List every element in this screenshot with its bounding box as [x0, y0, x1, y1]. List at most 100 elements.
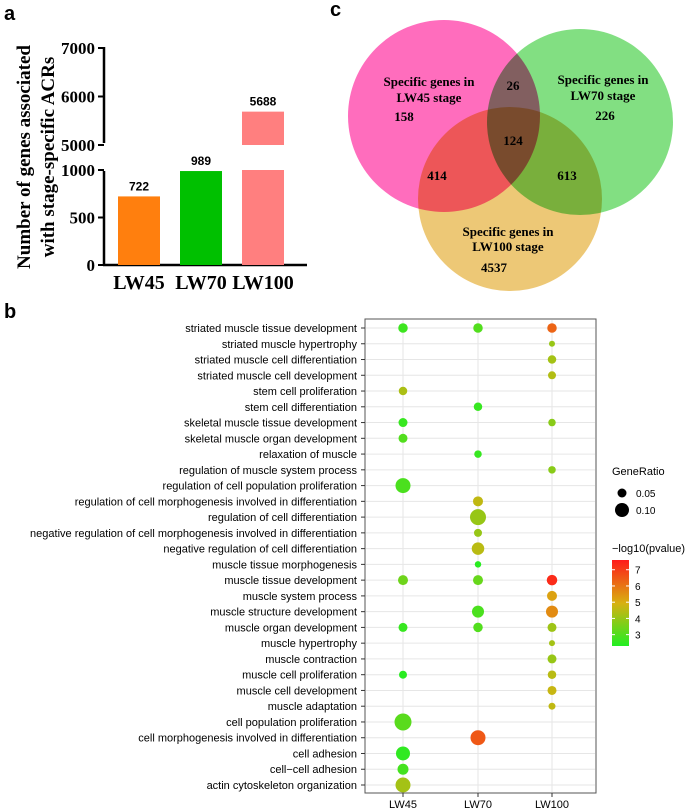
venn-set-label-LW70: LW70 stage — [571, 88, 636, 103]
dot-x-label: LW70 — [464, 799, 492, 809]
color-legend-label: 3 — [635, 631, 641, 642]
dot-term-label: muscle tissue development — [224, 575, 357, 587]
size-legend-dot — [617, 488, 627, 498]
dot-term-label: actin cytoskeleton organization — [207, 780, 357, 792]
bar-x-label: LW45 — [113, 272, 165, 294]
venn-count-LW45-only: 158 — [394, 109, 414, 124]
size-legend-label: 0.05 — [636, 489, 656, 500]
dot-point — [548, 418, 556, 427]
dot-point — [398, 575, 408, 586]
dot-point — [395, 777, 411, 793]
dot-plot-points — [394, 323, 558, 793]
dot-plot: striated muscle tissue development striat… — [30, 318, 685, 809]
dot-point — [547, 685, 557, 695]
color-legend-label: 7 — [635, 566, 641, 577]
color-legend-label: 6 — [635, 582, 641, 593]
dot-point — [474, 561, 482, 568]
dot-term-label: muscle system process — [243, 591, 358, 603]
dot-term-label: muscle hypertrophy — [261, 638, 357, 650]
dot-point — [473, 622, 483, 633]
venn-set-label-LW45: LW45 stage — [397, 90, 462, 105]
dot-term-label: skeletal muscle tissue development — [184, 418, 357, 430]
size-legend-title: GeneRatio — [612, 466, 665, 478]
venn-count-LW45_LW100: 414 — [427, 168, 447, 183]
dot-term-label: stem cell differentiation — [245, 402, 357, 414]
dot-term-label: regulation of cell population proliferat… — [163, 481, 357, 493]
dot-x-label: LW100 — [535, 799, 569, 809]
dot-point — [395, 478, 411, 494]
dot-point — [546, 605, 558, 618]
bar-y-tick-label: 500 — [70, 209, 96, 228]
dot-x-label: LW45 — [389, 799, 417, 809]
dot-point — [398, 386, 408, 396]
dot-point — [398, 418, 408, 428]
bar-bars: 722 LW45 989 LW70 5688 LW100 — [113, 95, 294, 294]
venn-set-label-LW100: LW100 stage — [472, 239, 544, 254]
dot-point — [547, 654, 557, 664]
dot-point — [396, 746, 410, 761]
dot-term-label: striated muscle tissue development — [185, 323, 357, 335]
dot-point — [474, 528, 482, 537]
bar-ticks: 0 500 1000 5000 6000 7000 — [61, 39, 104, 275]
dot-term-label: striated muscle cell differentiation — [195, 355, 357, 367]
bar-value-label: 722 — [129, 179, 149, 193]
color-legend-label: 5 — [635, 598, 641, 609]
dot-point — [547, 590, 557, 601]
dot-point — [546, 574, 558, 586]
dot-term-label: negative regulation of cell morphogenesi… — [30, 528, 357, 540]
venn-count-all: 124 — [503, 133, 523, 148]
dot-point — [549, 640, 555, 647]
dot-term-label: striated muscle hypertrophy — [222, 339, 358, 351]
dot-point — [472, 605, 484, 618]
bar-y-axis-title: Number of genes associated with stage-spe… — [14, 45, 59, 269]
dot-point — [470, 730, 486, 746]
dot-term-label: muscle structure development — [210, 607, 357, 619]
dot-point — [473, 323, 483, 333]
dot-term-label: striated muscle cell development — [197, 370, 357, 382]
bar-y-axis-title-line: Number of genes associated — [14, 45, 35, 269]
dot-term-label: muscle cell development — [237, 685, 357, 697]
dot-point — [548, 466, 556, 474]
venn-set-label-LW70: Specific genes in — [558, 72, 650, 87]
bar-x-label: LW70 — [175, 272, 227, 294]
dot-point — [471, 542, 485, 555]
dot-term-label: regulation of cell morphogenesis involve… — [75, 496, 357, 508]
venn-count-LW100-only: 4537 — [481, 260, 508, 275]
venn-count-LW45_LW70: 26 — [507, 78, 521, 93]
bar-y-tick-label: 5000 — [61, 136, 95, 155]
dot-term-label: muscle contraction — [265, 654, 357, 666]
dot-point — [549, 340, 555, 347]
dot-term-label: relaxation of muscle — [259, 449, 357, 461]
dot-point — [473, 575, 483, 586]
dot-point — [547, 670, 557, 679]
bar-LW70 — [180, 171, 222, 265]
dot-point — [473, 496, 483, 507]
dot-term-label: skeletal muscle organ development — [185, 433, 357, 445]
dot-point — [548, 702, 556, 710]
venn-count-LW70-only: 226 — [595, 108, 615, 123]
dot-point — [398, 622, 408, 632]
dot-term-label: cell population proliferation — [226, 717, 357, 729]
dot-term-label: muscle organ development — [225, 622, 357, 634]
dot-term-label: negative regulation of cell differentiat… — [163, 544, 357, 556]
dot-term-label: muscle tissue morphogenesis — [212, 559, 357, 571]
panel-label-a: a — [4, 3, 16, 25]
bar-value-label: 5688 — [250, 95, 277, 109]
bar-chart: 0 500 1000 5000 6000 7000 722 LW45 989 LW70 5688 L… — [14, 39, 307, 294]
dot-plot-x-labels: LW45 LW70 LW100 — [389, 793, 569, 809]
dot-term-label: cell−cell adhesion — [270, 764, 357, 776]
dot-term-label: muscle cell proliferation — [242, 670, 357, 682]
panel-label-c: c — [330, 0, 341, 21]
bar-LW45 — [118, 196, 160, 265]
dot-point — [397, 763, 409, 775]
bar-value-label: 989 — [191, 154, 211, 168]
venn-set-label-LW45: Specific genes in — [384, 74, 476, 89]
dot-term-label: cell morphogenesis involved in different… — [138, 733, 357, 745]
dot-point — [473, 402, 483, 412]
bar-y-tick-label: 0 — [87, 256, 96, 275]
dot-point — [547, 355, 557, 364]
dot-point — [547, 323, 557, 333]
dot-point — [474, 450, 482, 458]
bar-LW100-lower — [242, 170, 284, 265]
